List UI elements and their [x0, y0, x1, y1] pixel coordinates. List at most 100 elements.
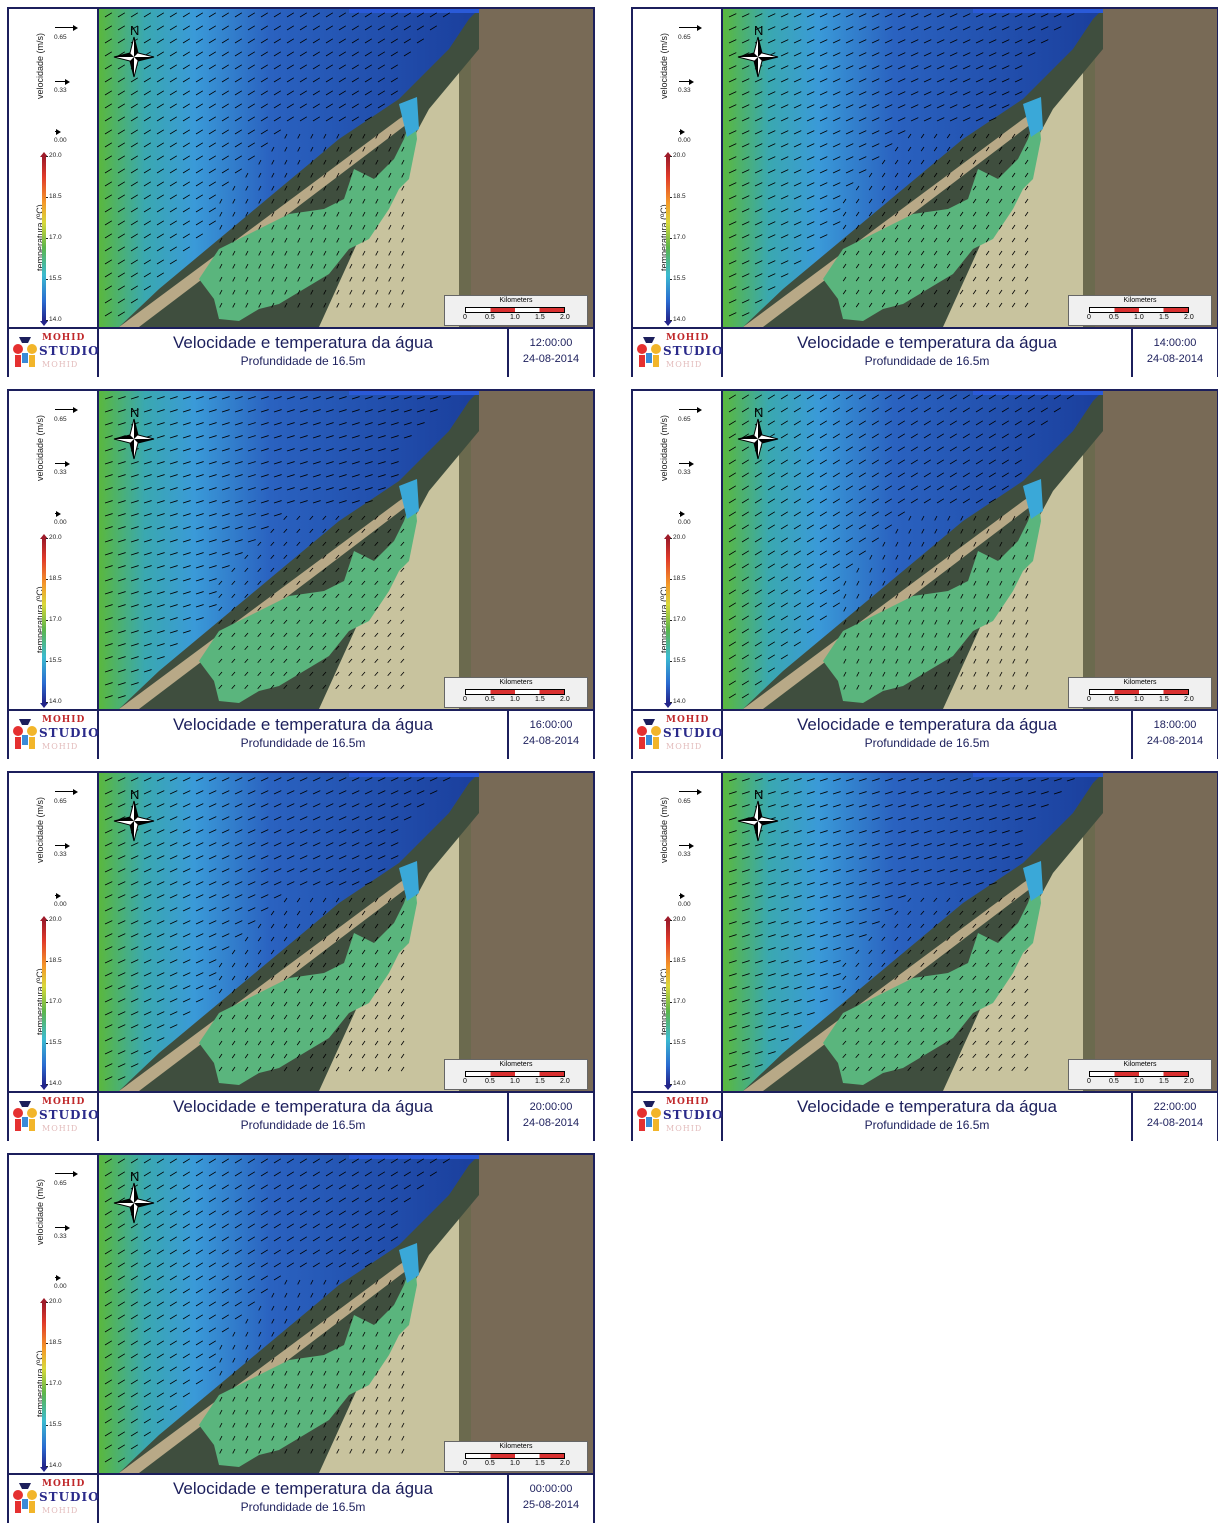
velocity-arrow [1014, 830, 1023, 834]
velocity-arrow [169, 998, 178, 1003]
velocity-arrow [258, 1383, 262, 1389]
velocity-arrow [975, 778, 984, 782]
velocity-arrow [104, 1184, 113, 1190]
velocity-arrow [401, 263, 405, 269]
velocity-arrow [780, 446, 789, 452]
map-view[interactable]: N Kilometers 0 0.5 1.0 1.5 2.0 [99, 9, 593, 327]
velocity-arrow [156, 972, 165, 977]
velocity-arrow [312, 855, 321, 860]
scale-tick: 1.5 [1159, 1078, 1169, 1085]
velocity-arrow [143, 972, 152, 977]
velocity-arrow [338, 396, 347, 400]
velocity-arrow [156, 920, 165, 925]
velocity-arrow [283, 515, 288, 521]
scale-tick: 0 [463, 314, 467, 321]
velocity-arrow [832, 817, 841, 821]
velocity-arrow [767, 576, 776, 582]
map-view[interactable]: N Kilometers 0 0.5 1.0 1.5 2.0 [99, 773, 593, 1091]
velocity-arrow [143, 1340, 152, 1346]
velocity-arrow [843, 671, 847, 677]
map-view[interactable]: N Kilometers 0 0.5 1.0 1.5 2.0 [723, 9, 1217, 327]
velocity-arrow [388, 133, 392, 139]
velocity-arrow [819, 882, 828, 886]
velocity-arrow [195, 142, 204, 148]
velocity-arrow [806, 947, 815, 951]
velocity-arrow [767, 234, 776, 239]
velocity-arrow [754, 511, 763, 517]
velocity-arrow [117, 1011, 126, 1016]
map-view[interactable]: N Kilometers 0 0.5 1.0 1.5 2.0 [99, 391, 593, 709]
velocity-arrow [231, 949, 236, 955]
velocity-arrow [130, 959, 139, 964]
map-view[interactable]: N Kilometers 0 0.5 1.0 1.5 2.0 [723, 391, 1217, 709]
velocity-arrow [273, 1223, 282, 1229]
velocity-arrow [247, 1171, 256, 1177]
velocity-arrow [336, 1383, 340, 1389]
velocity-arrow [284, 250, 288, 256]
velocity-arrow [767, 1012, 776, 1016]
velocity-arrow [296, 554, 301, 560]
colorbar-tick: 20.0 [46, 152, 62, 159]
timestamp-box: 14:00:00 24-08-2014 [1133, 329, 1217, 377]
velocity-arrow [1012, 606, 1016, 612]
velocity-arrow [117, 259, 126, 265]
velocity-arrow [322, 671, 327, 677]
map-view[interactable]: N Kilometers 0 0.5 1.0 1.5 2.0 [723, 773, 1217, 1091]
velocity-arrow [933, 237, 938, 243]
velocity-arrow [218, 580, 223, 586]
velocity-arrow [869, 554, 873, 560]
velocity-arrow [845, 895, 854, 899]
map-view[interactable]: N Kilometers 0 0.5 1.0 1.5 2.0 [99, 1155, 593, 1473]
velocity-arrow [218, 593, 223, 599]
velocity-arrow [377, 396, 386, 400]
velocity-arrow [260, 422, 269, 426]
velocity-arrow [819, 472, 828, 478]
velocity-arrow [208, 220, 217, 226]
velocity-arrow [881, 276, 886, 282]
velocity-arrow [897, 498, 906, 504]
velocity-arrow [1024, 949, 1029, 955]
velocity-arrow [117, 220, 126, 226]
velocity-arrow [143, 142, 152, 148]
velocity-arrow [819, 26, 828, 31]
scale-title: Kilometers [499, 297, 533, 304]
velocity-arrow [169, 142, 178, 148]
velocity-arrow [921, 606, 925, 612]
panel-title: Velocidade e temperatura da água [797, 1097, 1057, 1116]
velocity-arrow [362, 237, 366, 243]
velocity-arrow [351, 1262, 360, 1268]
velocity-arrow [894, 224, 899, 230]
velocity-arrow [390, 25, 399, 31]
velocity-arrow [221, 1314, 230, 1320]
velocity-arrow [793, 895, 802, 899]
scale-tick: 0 [463, 1460, 467, 1467]
velocity-arrow [182, 591, 191, 595]
velocity-arrow [767, 895, 776, 899]
velocity-arrow [348, 897, 353, 903]
velocity-arrow [754, 563, 763, 569]
velocity-arrow [208, 959, 217, 964]
velocity-arrow [104, 168, 113, 174]
velocity-arrow [296, 580, 301, 586]
velocity-arrow [182, 972, 191, 977]
velocity-arrow [1011, 302, 1016, 308]
velocity-arrow [728, 628, 737, 634]
velocity-arrow [169, 1011, 178, 1016]
velocity-arrow [247, 1184, 256, 1190]
velocity-ref-arrow-small [55, 892, 61, 899]
velocity-arrow [754, 394, 763, 400]
velocity-arrow [104, 461, 113, 465]
scale-tick: 0.5 [485, 314, 495, 321]
velocity-arrow [910, 91, 919, 96]
velocity-arrow [221, 64, 230, 70]
compass-north-label: N [754, 23, 763, 38]
velocity-arrow [375, 172, 379, 178]
velocity-arrow [351, 829, 360, 834]
velocity-arrow [793, 999, 802, 1003]
velocity-arrow [793, 511, 802, 517]
velocity-arrow [325, 1223, 334, 1229]
velocity-arrow [232, 302, 236, 308]
velocity-arrow [169, 513, 178, 517]
velocity-arrow [1001, 778, 1010, 782]
velocity-arrow [143, 829, 152, 834]
